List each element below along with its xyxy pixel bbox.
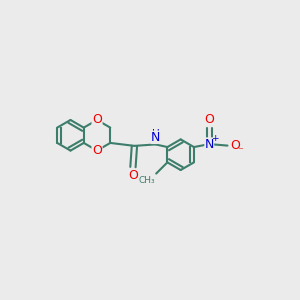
Text: O: O bbox=[204, 113, 214, 126]
Text: O: O bbox=[92, 113, 102, 127]
Text: CH₃: CH₃ bbox=[138, 176, 155, 185]
Text: ⁻: ⁻ bbox=[237, 146, 243, 156]
Text: N: N bbox=[205, 138, 214, 151]
Text: O: O bbox=[92, 144, 102, 157]
Text: H: H bbox=[152, 129, 160, 140]
Text: O: O bbox=[128, 169, 138, 182]
Text: +: + bbox=[212, 134, 219, 143]
Text: N: N bbox=[151, 131, 160, 144]
Text: O: O bbox=[230, 139, 240, 152]
